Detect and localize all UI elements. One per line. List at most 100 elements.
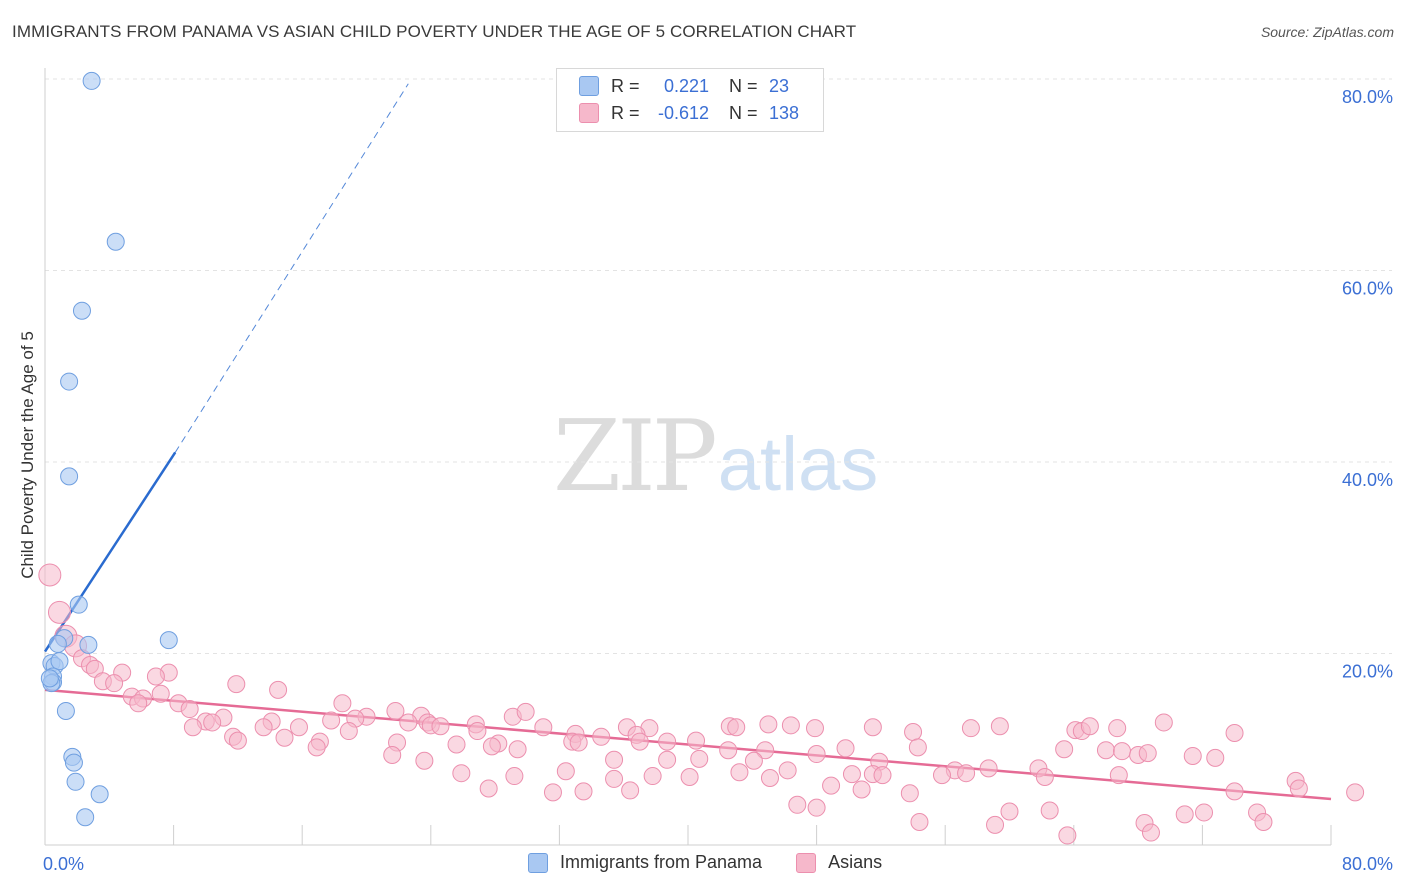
- asian-point: [307, 738, 326, 757]
- grid-lines: [45, 78, 1392, 654]
- asian-point: [482, 737, 501, 756]
- panama-point: [64, 753, 83, 772]
- data-points: [38, 71, 1365, 845]
- legend: Immigrants from Panama Asians: [528, 852, 916, 873]
- asian-point: [979, 759, 998, 778]
- asian-point: [228, 731, 247, 750]
- panama-point: [159, 631, 178, 650]
- asian-point: [146, 667, 165, 686]
- asian-point: [687, 731, 706, 750]
- legend-label-panama: Immigrants from Panama: [560, 852, 763, 872]
- asian-point: [621, 781, 640, 800]
- asian-point: [1141, 823, 1160, 842]
- asian-point: [957, 764, 976, 783]
- panama-point: [69, 595, 88, 614]
- n-value: 23: [769, 75, 790, 96]
- asian-point: [760, 768, 779, 787]
- asian-point: [873, 766, 892, 785]
- x-tick-label: 0.0%: [43, 854, 84, 874]
- asian-point: [788, 795, 807, 814]
- asian-point: [1289, 779, 1308, 798]
- panama-point: [60, 372, 79, 391]
- asian-point: [129, 694, 148, 713]
- asian-point: [719, 741, 738, 760]
- asian-point: [333, 694, 352, 713]
- asian-point: [574, 782, 593, 801]
- asian-point: [1206, 748, 1225, 767]
- asian-point: [807, 745, 826, 764]
- asian-point: [822, 776, 841, 795]
- asian-point: [275, 728, 294, 747]
- panama-trend-extension: [174, 83, 409, 453]
- asian-point: [105, 674, 124, 693]
- watermark: ZIPatlas: [553, 400, 878, 514]
- asian-point: [508, 740, 527, 759]
- r-value: -0.612: [657, 102, 709, 123]
- panama-point: [72, 301, 91, 320]
- asian-point: [836, 739, 855, 758]
- asian-point: [1080, 717, 1099, 736]
- asian-point: [910, 813, 929, 832]
- n-label: N =: [729, 75, 758, 96]
- asian-point: [908, 738, 927, 757]
- asian-point: [1183, 746, 1202, 765]
- panama-point: [79, 635, 98, 654]
- asian-point: [852, 780, 871, 799]
- y-tick-label: 40.0%: [1342, 470, 1393, 490]
- asian-point: [1000, 802, 1019, 821]
- asian-point: [690, 749, 709, 768]
- asian-point: [269, 680, 288, 699]
- asian-point: [1109, 766, 1128, 785]
- stats-swatch-panama: [579, 76, 599, 96]
- asian-point: [904, 723, 923, 742]
- panama-point: [50, 652, 69, 671]
- panama-point: [76, 808, 95, 827]
- asian-point: [180, 700, 199, 719]
- asian-point: [289, 718, 308, 737]
- legend-item-asians[interactable]: Asians: [796, 852, 882, 873]
- asian-point: [254, 718, 273, 737]
- asian-point: [203, 713, 222, 732]
- asian-point: [151, 684, 170, 703]
- asian-point: [781, 716, 800, 735]
- asian-point: [1175, 805, 1194, 824]
- asian-point: [605, 769, 624, 788]
- asian-point: [756, 741, 775, 760]
- panama-point: [48, 634, 67, 653]
- asian-point: [543, 783, 562, 802]
- asian-point: [447, 735, 466, 754]
- legend-item-panama[interactable]: Immigrants from Panama: [528, 852, 762, 873]
- asian-point: [759, 715, 778, 734]
- asian-point: [961, 719, 980, 738]
- asian-point: [807, 798, 826, 817]
- asian-point: [1096, 741, 1115, 760]
- legend-swatch-panama: [528, 852, 548, 873]
- y-tick-label: 80.0%: [1342, 87, 1393, 107]
- y-tick-label: 20.0%: [1342, 662, 1393, 682]
- asian-point: [592, 727, 611, 746]
- panama-point: [82, 71, 101, 90]
- asian-point: [1154, 713, 1173, 732]
- asian-point: [778, 761, 797, 780]
- asian-point: [415, 751, 434, 770]
- panama-point: [60, 467, 79, 486]
- asian-point: [47, 600, 71, 624]
- stats-swatch-asians: [579, 103, 599, 123]
- r-label: R =: [611, 102, 640, 123]
- r-value: 0.221: [663, 75, 709, 96]
- asian-point: [1040, 801, 1059, 820]
- asian-point: [630, 732, 649, 751]
- asian-point: [322, 711, 341, 730]
- asian-point: [990, 717, 1009, 736]
- legend-swatch-asians: [796, 852, 817, 873]
- chart-title: IMMIGRANTS FROM PANAMA VS ASIAN CHILD PO…: [12, 22, 857, 41]
- asian-point: [1108, 719, 1127, 738]
- asian-point: [986, 815, 1005, 834]
- watermark-zip: ZIP: [553, 400, 718, 514]
- asian-point: [643, 767, 662, 786]
- asian-point: [1055, 740, 1074, 759]
- asian-point: [339, 722, 358, 741]
- asian-point: [399, 713, 418, 732]
- asian-point: [863, 718, 882, 737]
- asian-point: [386, 701, 405, 720]
